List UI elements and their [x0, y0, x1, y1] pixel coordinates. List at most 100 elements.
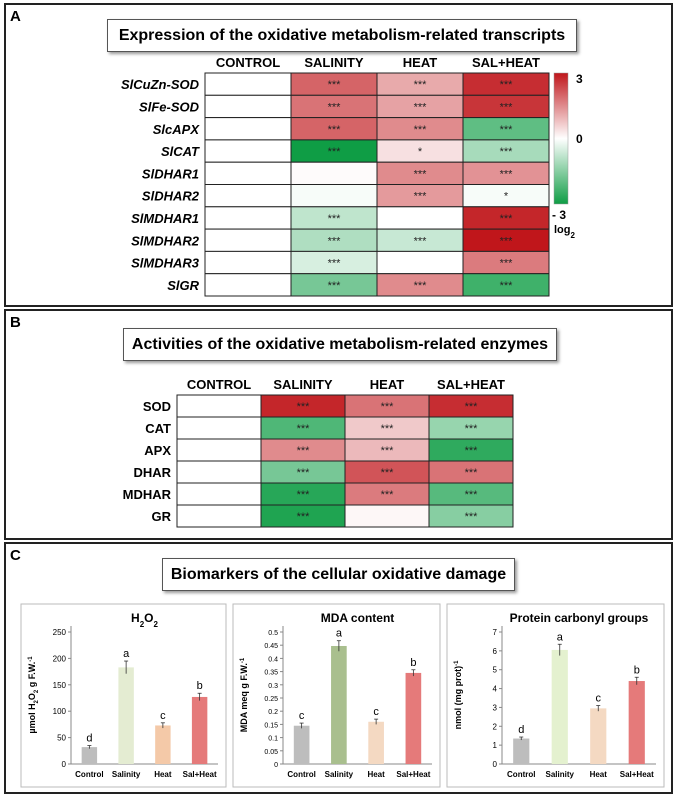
significance-mark: *** [465, 511, 479, 523]
y-tick-label: 0.1 [268, 736, 278, 743]
x-tick-label: Heat [590, 770, 608, 779]
significance-mark: *** [297, 401, 311, 413]
significance-letter: a [557, 631, 564, 643]
column-header: CONTROL [187, 377, 251, 392]
x-tick-label: Salinity [546, 770, 575, 779]
heatmap-cell [462, 273, 550, 297]
row-label: SlGR [167, 278, 199, 293]
significance-mark: *** [414, 124, 428, 136]
bar [293, 725, 310, 764]
significance-letter: b [410, 657, 416, 669]
x-tick-label: Salinity [112, 770, 141, 779]
y-tick-label: 50 [57, 734, 66, 743]
y-tick-label: 0.15 [264, 722, 278, 729]
y-tick-label: 4 [493, 685, 498, 694]
y-tick-label: 200 [53, 654, 67, 663]
row-label: CAT [145, 421, 171, 436]
significance-letter: c [373, 706, 379, 718]
bar [155, 725, 171, 764]
x-tick-label: Heat [154, 770, 172, 779]
chart-title: MDA content [321, 611, 395, 625]
heatmap-cell [204, 117, 292, 141]
row-label: SlDHAR2 [142, 189, 200, 204]
y-tick-label: 0 [274, 762, 278, 769]
row-label: SlFe-SOD [139, 99, 200, 114]
significance-mark: *** [414, 235, 428, 247]
significance-mark: *** [328, 79, 342, 91]
x-tick-label: Control [287, 770, 315, 779]
heatmap-cell [204, 72, 292, 96]
row-label: SlCAT [161, 144, 200, 159]
significance-mark: *** [500, 124, 514, 136]
significance-mark: *** [500, 79, 514, 91]
bar-chart-3: Protein carbonyl groups 0 1 2 3 4 5 6 7 nmol (mg … [446, 603, 665, 788]
heatmap-cell [176, 438, 262, 462]
heatmap-cell [204, 273, 292, 297]
row-label: SlcAPX [153, 122, 201, 137]
y-tick-label: 6 [493, 647, 498, 656]
panel-a-title: Expression of the oxidative metabolism-r… [107, 19, 577, 52]
x-tick-label: Heat [367, 770, 385, 779]
significance-mark: * [504, 191, 509, 203]
significance-mark: *** [328, 280, 342, 292]
column-header: CONTROL [216, 55, 280, 70]
y-tick-label: 2 [493, 722, 498, 731]
row-label: GR [152, 509, 172, 524]
heatmap-cell [204, 94, 292, 119]
significance-letter: d [86, 733, 92, 745]
significance-mark: *** [414, 191, 428, 203]
panel-c-title: Biomarkers of the cellular oxidative dam… [162, 558, 515, 591]
row-label: SlDHAR1 [142, 166, 199, 181]
y-tick-label: 1 [493, 741, 498, 750]
significance-mark: *** [465, 423, 479, 435]
column-header: HEAT [370, 377, 404, 392]
significance-mark: *** [328, 146, 342, 158]
y-tick-label: 0.35 [264, 670, 278, 677]
legend-max: 3 [576, 72, 583, 86]
significance-mark: *** [381, 423, 395, 435]
significance-mark: *** [414, 101, 428, 113]
y-tick-label: 0.25 [264, 696, 278, 703]
legend-mid: 0 [576, 132, 583, 146]
significance-letter: b [634, 664, 640, 676]
y-tick-label: 100 [53, 707, 67, 716]
significance-mark: *** [328, 213, 342, 225]
significance-mark: *** [297, 511, 311, 523]
significance-letter: d [518, 724, 524, 736]
row-label: SlCuZn-SOD [121, 77, 200, 92]
y-tick-label: 0.3 [268, 683, 278, 690]
significance-mark: *** [381, 445, 395, 457]
row-label: SlMDHAR2 [131, 233, 200, 248]
row-label: SlMDHAR1 [131, 211, 199, 226]
significance-mark: * [418, 146, 423, 158]
y-tick-label: 150 [53, 681, 67, 690]
bar-chart-2: MDA content 0 0.05 0.1 0.15 0.2 0.25 0.3 0.35 0.4… [232, 603, 441, 788]
heatmap-cell [204, 184, 292, 208]
heatmap-cell [428, 504, 514, 528]
significance-mark: *** [500, 280, 514, 292]
heatmap-cell [344, 504, 430, 528]
y-tick-label: 0 [62, 760, 67, 769]
x-tick-label: Sal+Heat [183, 770, 217, 779]
y-tick-label: 0.05 [264, 749, 278, 756]
significance-mark: *** [297, 467, 311, 479]
significance-mark: *** [328, 101, 342, 113]
significance-mark: *** [381, 401, 395, 413]
bar [368, 721, 384, 764]
chart-title: Protein carbonyl groups [510, 611, 649, 625]
panel-a-label: A [10, 8, 21, 25]
row-label: SOD [143, 399, 171, 414]
x-tick-label: Sal+Heat [396, 770, 430, 779]
heatmap-cell [204, 139, 292, 163]
heatmap-cell [204, 206, 292, 230]
y-axis-label: MDA meq g F.W.-1 [239, 657, 249, 732]
significance-mark: *** [414, 280, 428, 292]
y-tick-label: 0.5 [268, 630, 278, 637]
y-tick-label: 0.2 [268, 709, 278, 716]
significance-letter: c [299, 710, 305, 722]
heatmap-cell [290, 184, 378, 208]
x-tick-label: Control [507, 770, 535, 779]
significance-letter: c [596, 693, 602, 705]
significance-letter: b [197, 680, 203, 692]
